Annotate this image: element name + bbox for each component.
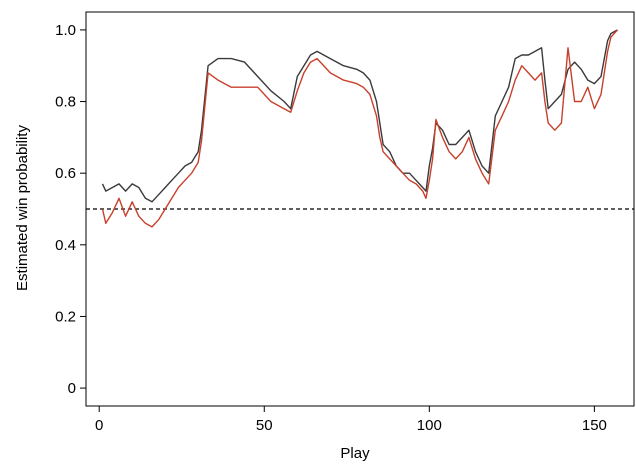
x-tick-label: 150 <box>582 417 607 434</box>
y-axis-label: Estimated win probability <box>14 125 31 291</box>
series-line-2 <box>101 29 619 228</box>
series-line-1 <box>101 29 618 203</box>
y-tick-label: 0 <box>68 380 76 397</box>
x-tick-label: 50 <box>256 417 273 434</box>
y-tick-label: 0.8 <box>55 94 76 111</box>
x-tick-label: 100 <box>417 417 442 434</box>
x-axis-label: Play <box>340 445 370 462</box>
y-tick-label: 0.6 <box>55 165 76 182</box>
y-tick-label: 1.0 <box>55 22 76 39</box>
y-tick-label: 0.2 <box>55 308 76 325</box>
y-tick-label: 0.4 <box>55 237 76 254</box>
x-tick-label: 0 <box>95 417 103 434</box>
